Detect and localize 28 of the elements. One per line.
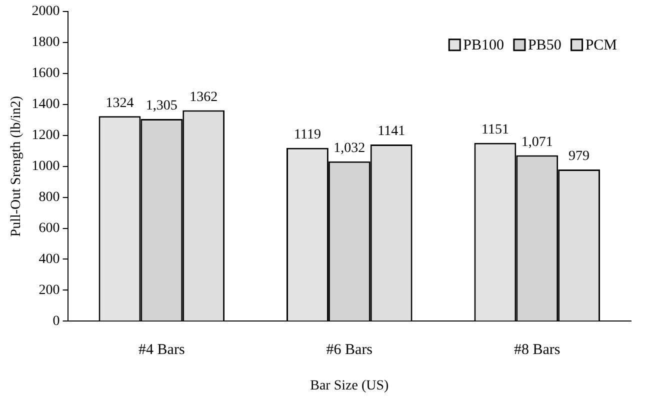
legend-label: PB50 — [528, 37, 562, 54]
y-tick-label: 1400 — [32, 97, 60, 112]
data-label: 1,032 — [334, 141, 366, 156]
x-axis-title: Bar Size (US) — [310, 378, 390, 394]
y-tick-label: 600 — [38, 220, 60, 236]
data-label: 1119 — [294, 128, 321, 143]
data-label: 979 — [568, 149, 590, 164]
y-tick-label: 800 — [38, 190, 60, 205]
y-tick-label: 1200 — [32, 128, 60, 143]
y-axis-title: Pull-Out Srength (lb/in2) — [9, 96, 24, 237]
data-label: 1141 — [378, 124, 406, 140]
y-tick-label: 1800 — [32, 35, 60, 50]
y-tick-label: 1000 — [32, 158, 60, 174]
x-tick-label: #6 Bars — [326, 342, 373, 358]
data-label: 1,071 — [521, 134, 553, 150]
x-tick-label: #4 Bars — [138, 342, 185, 358]
y-tick-label: 1600 — [32, 66, 60, 82]
data-label: 1151 — [481, 122, 509, 138]
y-tick-label: 0 — [52, 314, 60, 329]
data-label: 1324 — [106, 96, 134, 111]
x-tick-label: #8 Bars — [514, 342, 560, 358]
y-tick-label: 200 — [38, 282, 60, 298]
legend-label: PB100 — [463, 37, 504, 54]
y-tick-label: 400 — [38, 252, 60, 267]
data-label: 1362 — [190, 90, 218, 105]
legend-label: PCM — [585, 37, 618, 54]
y-tick-label: 2000 — [32, 4, 60, 20]
data-label: 1,305 — [146, 98, 178, 114]
